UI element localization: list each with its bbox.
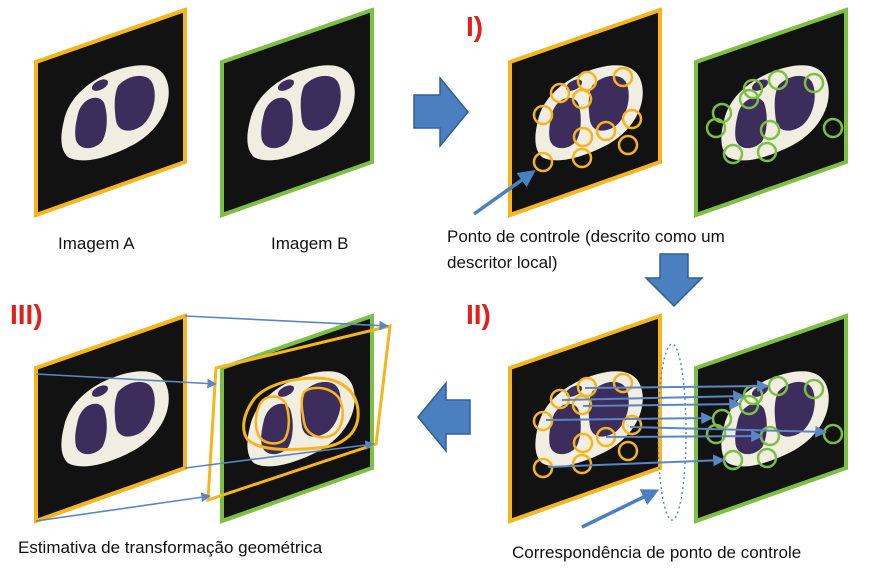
- control-point-circle: [803, 378, 825, 400]
- step-label-3: III): [10, 299, 43, 330]
- correspondence-pointer: [581, 489, 660, 529]
- panel-step1-b: [694, 7, 848, 218]
- transform-arrow: [184, 315, 389, 331]
- panel-image-b: [220, 7, 374, 218]
- correspondence-arrow: [561, 390, 746, 403]
- control-point-circle: [617, 134, 639, 156]
- control-point-pointer: [472, 169, 536, 216]
- control-point-circle: [549, 82, 571, 104]
- control-point-circle: [803, 72, 825, 94]
- control-point-circle: [822, 117, 844, 139]
- step-label-2: II): [466, 299, 491, 330]
- caption-control-point-1: Ponto de controle (descrito como um: [447, 227, 725, 246]
- control-point-circle: [742, 78, 764, 100]
- panel-step1-a: [508, 7, 662, 218]
- control-point-circle: [759, 119, 781, 141]
- transform-arrow: [184, 440, 375, 469]
- step-label-1: I): [466, 11, 483, 42]
- control-point-circle: [532, 410, 554, 432]
- correspondence-arrow: [605, 430, 764, 443]
- control-point-circle: [617, 440, 639, 462]
- caption-control-point-2: descritor local): [447, 253, 558, 272]
- control-point-circle: [576, 70, 598, 92]
- matching-boundary: [657, 343, 687, 521]
- control-point-circle: [572, 126, 594, 148]
- control-point-circle: [612, 66, 634, 88]
- panel-step3-b: [220, 313, 374, 524]
- correspondence-arrow: [582, 398, 742, 411]
- flow-arrow-right: [413, 75, 469, 149]
- caption-image-b: Imagem B: [271, 234, 348, 253]
- caption-image-a: Imagem A: [58, 234, 135, 253]
- panel-step2-b: [694, 313, 848, 524]
- correspondence-arrow: [584, 380, 770, 393]
- control-point-circle: [571, 88, 593, 110]
- correspondence-arrow: [545, 412, 714, 425]
- flow-arrow-left: [417, 380, 471, 454]
- control-point-circle: [621, 414, 643, 436]
- control-point-circle: [722, 143, 744, 165]
- control-point-circle: [767, 69, 789, 91]
- transform-arrow: [35, 373, 217, 389]
- correspondence-arrow: [547, 454, 726, 468]
- aligned-contour: [300, 386, 344, 439]
- control-point-circle: [532, 104, 554, 126]
- aligned-contour: [254, 395, 290, 445]
- panel-image-a: [34, 7, 187, 218]
- caption-correspondence: Correspondência de ponto de controle: [512, 543, 801, 562]
- transformed-frame: [206, 324, 392, 503]
- control-point-circle: [705, 423, 727, 445]
- control-point-circle: [571, 147, 593, 169]
- control-point-circle: [572, 432, 594, 454]
- control-point-circle: [738, 88, 760, 110]
- control-point-circle: [532, 151, 554, 173]
- control-point-circle: [756, 141, 778, 163]
- control-point-circle: [595, 120, 617, 142]
- control-point-circle: [612, 372, 634, 394]
- flow-arrow-down: [644, 253, 704, 308]
- correspondence-arrow: [629, 425, 828, 438]
- panel-step3-a: [34, 313, 187, 524]
- control-point-circle: [621, 108, 643, 130]
- transform-arrow: [35, 492, 211, 522]
- caption-transform-estimate: Estimativa de transformação geométrica: [18, 538, 323, 557]
- control-point-circle: [705, 117, 727, 139]
- control-point-circle: [571, 453, 593, 475]
- aligned-contour: [242, 376, 360, 451]
- control-point-circle: [532, 457, 554, 479]
- control-point-circle: [756, 447, 778, 469]
